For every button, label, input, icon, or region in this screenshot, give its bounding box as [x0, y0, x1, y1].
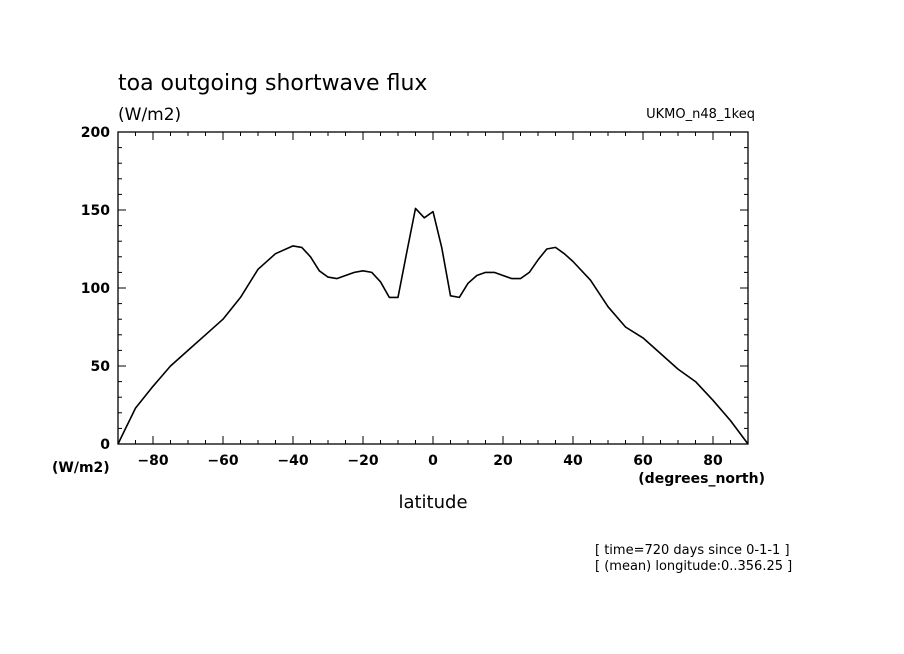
x-tick-label: −80 — [137, 453, 168, 469]
plot-frame — [117, 131, 749, 445]
x-tick-label: −40 — [277, 453, 308, 469]
annotation-longitude: [ (mean) longitude:0..356.25 ] — [595, 559, 792, 574]
x-tick-label: −20 — [347, 453, 378, 469]
x-tick-label: 20 — [493, 453, 513, 469]
y-axis-unit: (W/m2) — [52, 460, 110, 476]
x-axis-unit: (degrees_north) — [638, 471, 765, 487]
x-tick-label: 0 — [428, 453, 438, 469]
chart-title: toa outgoing shortwave flux — [118, 71, 427, 96]
y-tick-label: 100 — [81, 281, 110, 297]
x-tick-label: 60 — [633, 453, 653, 469]
x-tick-label: 40 — [563, 453, 583, 469]
x-axis-label: latitude — [398, 492, 467, 513]
x-tick-label: 80 — [703, 453, 723, 469]
model-label: UKMO_n48_1keq — [646, 107, 755, 122]
annotation-time: [ time=720 days since 0-1-1 ] — [595, 543, 790, 558]
axis-ticks — [117, 131, 749, 445]
x-tick-label: −60 — [207, 453, 238, 469]
tick-labels: −80 −60 −40 −20 0 20 40 60 80 0 50 100 150 200 — [81, 125, 723, 469]
series-line — [117, 207, 749, 445]
y-tick-label: 200 — [81, 125, 110, 141]
y-tick-label: 0 — [100, 437, 110, 453]
y-tick-label: 50 — [91, 359, 111, 375]
y-tick-label: 150 — [81, 203, 110, 219]
units-label: (W/m2) — [118, 105, 181, 125]
